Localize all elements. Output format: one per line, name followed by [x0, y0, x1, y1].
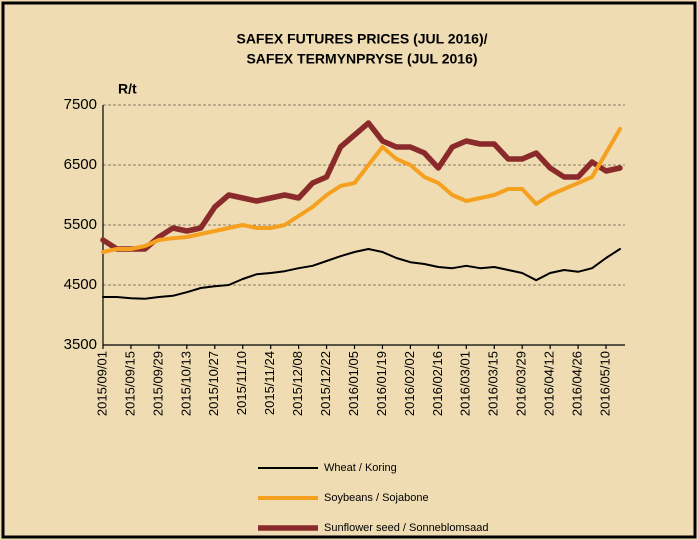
x-tick-label: 2015/10/27: [206, 351, 221, 416]
x-tick-label: 2016/01/05: [346, 351, 361, 416]
x-tick-label: 2015/09/29: [150, 351, 165, 416]
y-tick-label: 6500: [64, 156, 97, 173]
y-tick-label: 7500: [64, 96, 97, 113]
y-tick-label: 5500: [64, 216, 97, 233]
x-tick-label: 2016/01/19: [374, 351, 389, 416]
y-tick-label: 3500: [64, 336, 97, 353]
x-tick-label: 2016/03/15: [486, 351, 501, 416]
x-tick-label: 2015/09/15: [122, 351, 137, 416]
x-tick-label: 2016/02/02: [402, 351, 417, 416]
y-tick-label: 4500: [64, 276, 97, 293]
x-tick-label: 2015/09/01: [94, 351, 109, 416]
legend-label: Wheat / Koring: [324, 462, 397, 474]
x-tick-label: 2016/02/16: [430, 351, 445, 416]
chart-title: SAFEX FUTURES PRICES (JUL 2016)/: [236, 31, 487, 47]
legend-label: Soybeans / Sojabone: [324, 492, 429, 504]
x-tick-label: 2015/10/13: [178, 351, 193, 416]
x-tick-label: 2016/05/10: [597, 351, 612, 416]
data-line: [102, 248, 621, 300]
data-line: [100, 120, 623, 252]
x-tick-label: 2016/03/01: [458, 351, 473, 416]
x-tick-label: 2015/11/24: [262, 351, 277, 415]
x-tick-label: 2015/11/10: [234, 351, 249, 415]
x-tick-label: 2016/03/29: [514, 351, 529, 416]
x-tick-label: 2016/04/12: [542, 351, 557, 416]
data-line: [101, 127, 622, 254]
y-axis-label: R/t: [118, 81, 137, 97]
x-tick-label: 2015/12/08: [290, 351, 305, 416]
legend-label: Sunflower seed / Sonneblomsaad: [324, 522, 489, 534]
x-tick-label: 2016/04/26: [570, 351, 585, 416]
chart-title: SAFEX TERMYNPRYSE (JUL 2016): [246, 51, 477, 67]
x-tick-label: 2015/12/22: [318, 351, 333, 416]
